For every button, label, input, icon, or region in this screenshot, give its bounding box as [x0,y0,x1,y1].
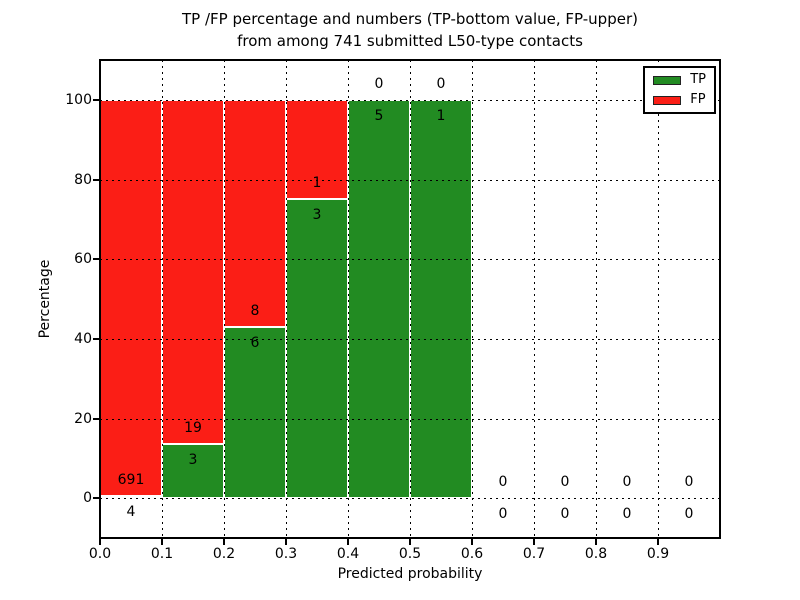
legend: TP FP [643,66,716,114]
plot-area: TP FP 691 4 19 3 8 6 1 3 0 5 0 1 0 0 0 0 0 0 0 0 [99,59,721,539]
x-tick-mark [347,539,349,545]
chart-title-line2: from among 741 submitted L50-type contac… [237,32,583,50]
annotation-fp-count: 19 [184,419,202,436]
annotation-fp-count: 0 [560,474,570,491]
bar-segment-tp [348,99,410,499]
annotation-fp-count: 0 [436,75,446,92]
annotation-fp-count: 8 [250,303,260,320]
x-tick-label: 0.0 [88,546,112,562]
y-tick-mark [93,417,99,420]
y-axis-label: Percentage [37,259,53,339]
x-tick-label: 0.8 [584,546,608,562]
x-tick-label: 0.1 [150,546,174,562]
annotation-tp-count: 3 [188,451,198,468]
y-tick-label: 100 [65,91,92,108]
tp-color-swatch [653,75,682,85]
x-tick-label: 0.9 [646,546,670,562]
annotation-fp-count: 0 [374,75,384,92]
x-tick-mark [223,539,225,545]
bar-segment-fp [100,99,162,496]
gridline-vertical [472,60,473,538]
annotation-tp-count: 0 [684,506,694,523]
gridline-vertical [596,60,597,538]
y-tick-mark [93,178,99,181]
legend-entry-fp: FP [653,93,706,107]
bar-segment-fp [162,99,224,444]
annotation-fp-count: 0 [684,474,694,491]
x-tick-mark [657,539,659,545]
y-tick-label: 40 [74,330,92,347]
x-tick-label: 0.3 [274,546,298,562]
y-tick-label: 20 [74,410,92,427]
x-tick-label: 0.2 [212,546,236,562]
x-tick-label: 0.4 [336,546,360,562]
legend-label-fp: FP [690,92,706,107]
annotation-fp-count: 691 [117,471,145,488]
chart-title: TP /FP percentage and numbers (TP-bottom… [100,8,720,52]
gridline-vertical [410,60,411,538]
annotation-tp-count: 0 [622,506,632,523]
x-tick-mark [533,539,535,545]
annotation-tp-count: 1 [436,107,446,124]
y-tick-label: 0 [83,490,92,507]
x-axis-label: Predicted probability [337,566,483,582]
y-tick-mark [93,497,99,500]
legend-entry-tp: TP [653,73,706,87]
bar-segment-fp [286,99,348,200]
y-tick-mark [93,98,99,101]
gridline-vertical [534,60,535,538]
x-tick-label: 0.6 [460,546,484,562]
legend-label-tp: TP [690,72,706,87]
x-tick-mark [409,539,411,545]
annotation-tp-count: 4 [126,503,136,520]
annotation-tp-count: 5 [374,107,384,124]
bar-segment-tp [162,443,224,499]
fp-color-swatch [653,95,682,105]
x-tick-label: 0.5 [398,546,422,562]
gridline-vertical [162,60,163,538]
annotation-tp-count: 0 [560,506,570,523]
x-tick-mark [285,539,287,545]
gridline-vertical [286,60,287,538]
bar-segment-tp [410,99,472,499]
x-tick-mark [471,539,473,545]
y-tick-mark [93,258,99,261]
x-tick-mark [99,539,101,545]
bar-segment-tp [224,327,286,499]
y-tick-mark [93,337,99,340]
chart-title-line1: TP /FP percentage and numbers (TP-bottom… [182,10,638,28]
x-tick-label: 0.7 [522,546,546,562]
y-tick-label: 60 [74,251,92,268]
x-tick-mark [161,539,163,545]
x-tick-mark [595,539,597,545]
annotation-fp-count: 1 [312,175,322,192]
y-tick-label: 80 [74,171,92,188]
gridline-vertical [348,60,349,538]
bar-segment-fp [224,99,286,328]
annotation-tp-count: 6 [250,335,260,352]
gridline-vertical [224,60,225,538]
annotation-fp-count: 0 [622,474,632,491]
annotation-tp-count: 3 [312,207,322,224]
annotation-fp-count: 0 [498,474,508,491]
annotation-tp-count: 0 [498,506,508,523]
gridline-vertical [658,60,659,538]
bar-segment-tp [286,199,348,499]
